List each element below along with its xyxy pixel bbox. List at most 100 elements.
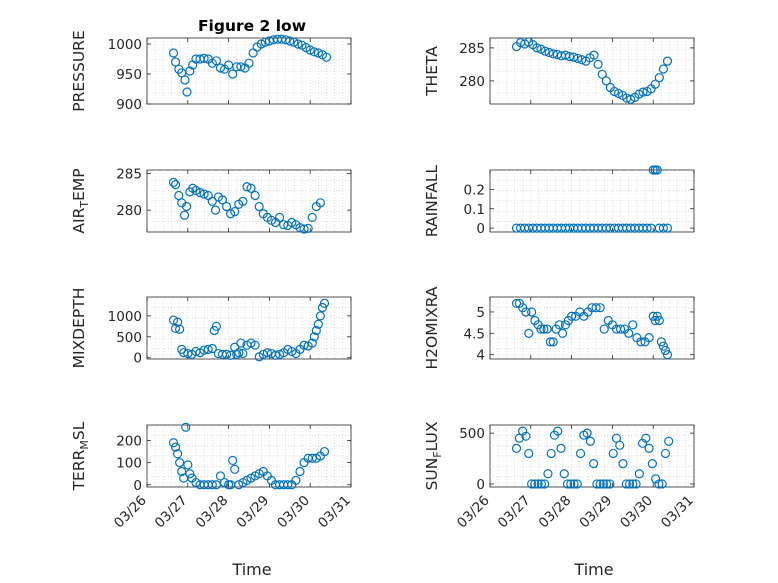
data-point [598, 479, 609, 489]
data-point [199, 189, 209, 199]
data-point [275, 212, 285, 223]
data-point [559, 469, 569, 479]
data-point [536, 479, 547, 489]
data-point [183, 348, 193, 359]
y-tick-label: 285 [116, 167, 142, 183]
y-axis-label: RAINFALL [423, 164, 441, 237]
data-point [558, 328, 568, 338]
data-point [256, 39, 266, 49]
data-point [628, 320, 638, 330]
data-point [650, 79, 660, 89]
y-tick-label: 1000 [108, 37, 142, 53]
x-tick-label: 03/30 [274, 493, 313, 532]
data-point [207, 480, 217, 490]
data-point [553, 426, 563, 436]
data-point [658, 341, 669, 351]
data-point [589, 459, 599, 469]
data-point [658, 64, 669, 74]
data-point [621, 479, 631, 489]
y-tick-label: 500 [116, 330, 142, 346]
data-point [662, 223, 673, 233]
data-point [595, 303, 605, 313]
data-point [540, 46, 550, 56]
data-point [175, 324, 185, 334]
data-point [530, 479, 540, 489]
data-point [281, 35, 291, 45]
data-point [279, 220, 289, 230]
y-axis-label: SUNFLUX [423, 421, 444, 490]
data-point [595, 479, 605, 489]
data-point [660, 448, 671, 459]
data-point [236, 338, 246, 348]
data-point [624, 328, 634, 338]
data-point [250, 340, 260, 350]
data-point [238, 196, 248, 206]
data-point [262, 348, 272, 358]
data-point [511, 298, 522, 309]
data-point [602, 479, 612, 489]
data-point [230, 464, 240, 474]
data-point [232, 349, 242, 359]
data-point [651, 474, 661, 484]
data-point [250, 190, 260, 201]
y-axis-label: THETA [423, 46, 441, 97]
data-point [185, 469, 195, 479]
x-tick-label: 03/30 [617, 493, 656, 532]
x-tick-label: 03/28 [193, 493, 232, 532]
y-tick-label: 0 [476, 477, 485, 493]
data-point [615, 324, 626, 334]
subplot-4: 0 0.1 0.2 RAINFALL [423, 164, 695, 237]
data-point [313, 48, 323, 58]
data-point [315, 311, 325, 321]
data-point [527, 307, 537, 317]
data-point [564, 51, 575, 62]
data-point [521, 431, 531, 441]
data-point [605, 479, 615, 489]
data-point [236, 62, 246, 72]
data-point [181, 201, 192, 212]
data-point [305, 45, 315, 55]
y-axis-label: H2OMIXRA [423, 286, 441, 369]
data-point [203, 344, 213, 354]
data-point [207, 343, 217, 354]
data-point [637, 438, 648, 448]
data-point [657, 479, 667, 489]
data-point [170, 179, 181, 190]
data-point [210, 205, 221, 215]
data-point [321, 52, 332, 62]
data-point [662, 350, 673, 360]
data-point [648, 311, 658, 321]
y-tick-label: 900 [116, 97, 142, 113]
subplot-2: 280 285 THETA [423, 37, 695, 105]
data-point [654, 72, 664, 83]
data-point [182, 87, 192, 97]
data-point [307, 453, 317, 463]
data-point [543, 469, 553, 479]
y-tick-label: 0.2 [464, 182, 485, 198]
x-tick-label: 03/27 [152, 493, 191, 532]
data-point [311, 325, 321, 336]
data-point [285, 36, 295, 46]
data-point [173, 449, 183, 459]
y-axis-label: AIRTEMP [70, 168, 91, 233]
data-point [217, 195, 228, 205]
x-tick-label: 03/28 [536, 493, 575, 532]
data-point [592, 479, 602, 489]
data-point [662, 56, 673, 66]
data-point [170, 323, 181, 334]
data-point [303, 223, 313, 233]
data-point [573, 53, 583, 64]
data-point [638, 87, 648, 97]
subplot-8: 0 500 03/26 03/27 03/28 03/29 03/30 03/31 SUNFLU… [423, 421, 697, 531]
data-point [566, 311, 577, 321]
data-point [601, 76, 611, 86]
data-point [215, 63, 226, 73]
x-tick-label: 03/27 [495, 493, 534, 532]
data-point [168, 177, 179, 187]
data-point [207, 196, 217, 206]
data-point [599, 324, 609, 334]
y-tick-label: 0 [476, 221, 485, 237]
data-point [211, 321, 221, 331]
y-tick-label: 0 [133, 351, 142, 367]
